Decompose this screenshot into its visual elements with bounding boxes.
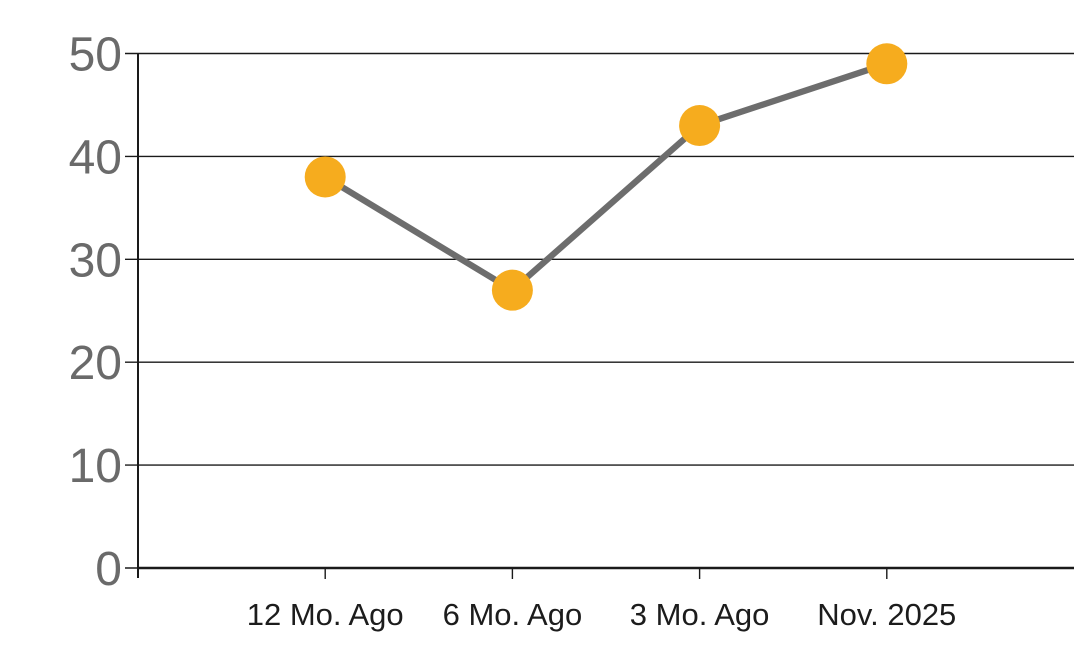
x-axis-tick-label: 6 Mo. Ago	[443, 597, 583, 632]
data-point-marker[interactable]	[304, 156, 346, 198]
data-point-marker[interactable]	[866, 43, 908, 85]
data-point-marker[interactable]	[491, 269, 533, 311]
x-axis-tick-label: 3 Mo. Ago	[630, 597, 770, 632]
x-axis-tick-label: Nov. 2025	[817, 597, 956, 632]
y-axis-tick-label: 50	[69, 29, 122, 82]
data-line	[322, 60, 890, 294]
y-axis-tick-label: 30	[69, 234, 122, 287]
x-axis-tick-label: 12 Mo. Ago	[247, 597, 404, 632]
y-axis-tick-label: 40	[69, 131, 122, 184]
y-axis-tick-label: 20	[69, 337, 122, 390]
y-axis-tick-label: 0	[95, 543, 122, 596]
data-point-marker[interactable]	[679, 105, 721, 147]
y-axis-tick-label: 10	[69, 440, 122, 493]
